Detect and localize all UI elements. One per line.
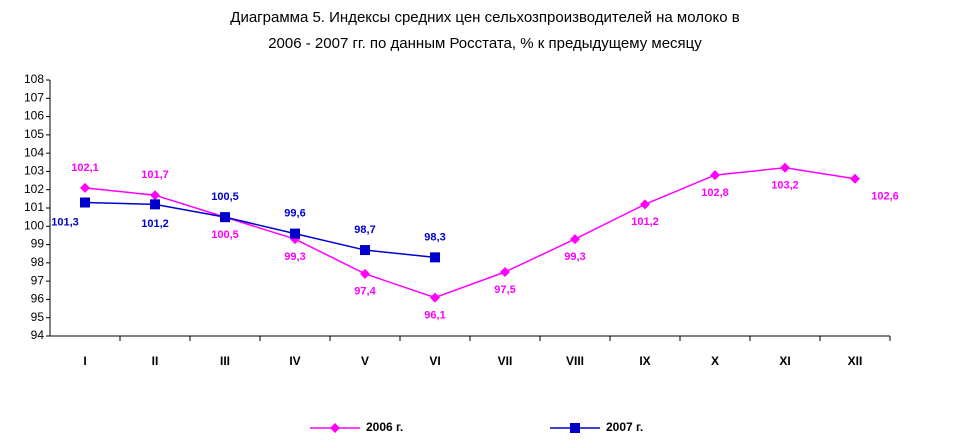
- data-label: 96,1: [424, 310, 445, 322]
- chart-title: Диаграмма 5. Индексы средних цен сельхоз…: [230, 9, 739, 52]
- y-tick-label: 99: [31, 237, 45, 251]
- marker: [850, 173, 860, 184]
- y-tick-label: 106: [24, 109, 44, 123]
- x-tick-label: XII: [848, 354, 863, 368]
- marker: [360, 268, 370, 279]
- y-tick-label: 108: [24, 72, 44, 86]
- marker: [360, 245, 370, 256]
- marker: [150, 199, 160, 210]
- x-tick-label: IX: [639, 354, 650, 368]
- title-line: Диаграмма 5. Индексы средних цен сельхоз…: [230, 9, 739, 26]
- series-line: [84, 167, 856, 299]
- y-tick-label: 100: [24, 218, 44, 232]
- data-label: 101,2: [631, 216, 659, 228]
- marker: [150, 190, 160, 201]
- data-label: 101,7: [141, 169, 169, 181]
- marker: [640, 199, 650, 210]
- data-label: 99,3: [564, 251, 585, 263]
- marker: [500, 267, 510, 277]
- series-line: [84, 201, 436, 259]
- data-label: 98,7: [354, 224, 375, 236]
- data-label: 99,6: [284, 208, 305, 220]
- marker: [570, 423, 580, 433]
- data-label: 101,3: [51, 216, 79, 228]
- data-label: 102,6: [871, 191, 899, 203]
- marker: [220, 212, 230, 223]
- data-label: 98,3: [424, 231, 445, 243]
- marker: [570, 234, 580, 245]
- marker: [430, 252, 440, 263]
- data-label: 97,4: [354, 286, 376, 298]
- title-line: 2006 - 2007 гг. по данным Росстата, % к …: [268, 35, 702, 52]
- x-tick-label: IV: [289, 354, 300, 368]
- x-tick-label: I: [83, 354, 86, 368]
- y-tick-label: 103: [24, 164, 44, 178]
- x-tick-label: V: [361, 354, 369, 368]
- marker: [290, 228, 300, 239]
- y-tick-label: 102: [24, 182, 44, 196]
- x-tick-label: VII: [498, 354, 513, 368]
- data-label: 102,8: [701, 187, 729, 199]
- marker: [710, 170, 720, 181]
- y-tick-label: 97: [31, 273, 45, 287]
- data-label: 97,5: [494, 284, 515, 296]
- data-label: 100,5: [211, 229, 239, 241]
- marker: [80, 182, 90, 193]
- marker: [430, 292, 440, 303]
- y-tick-label: 96: [31, 292, 45, 306]
- y-tick-label: 98: [31, 255, 45, 269]
- y-tick-label: 94: [31, 328, 45, 342]
- marker: [80, 197, 90, 208]
- data-label: 102,1: [71, 162, 99, 174]
- x-tick-label: VI: [429, 354, 440, 368]
- y-tick-label: 95: [31, 310, 45, 324]
- y-tick-label: 107: [24, 90, 44, 104]
- x-tick-label: XI: [779, 354, 790, 368]
- x-tick-label: II: [152, 354, 159, 368]
- x-tick-label: X: [711, 354, 719, 368]
- data-label: 99,3: [284, 251, 305, 263]
- y-tick-label: 104: [24, 145, 44, 159]
- y-tick-label: 101: [24, 200, 44, 214]
- data-label: 101,2: [141, 218, 169, 230]
- marker: [780, 162, 790, 173]
- marker: [330, 423, 340, 433]
- data-label: 103,2: [771, 180, 799, 192]
- x-tick-label: VIII: [566, 354, 584, 368]
- legend-label: 2007 г.: [606, 420, 643, 434]
- x-tick-label: III: [220, 354, 230, 368]
- data-label: 100,5: [211, 191, 239, 203]
- y-tick-label: 105: [24, 127, 44, 141]
- legend-label: 2006 г.: [366, 420, 403, 434]
